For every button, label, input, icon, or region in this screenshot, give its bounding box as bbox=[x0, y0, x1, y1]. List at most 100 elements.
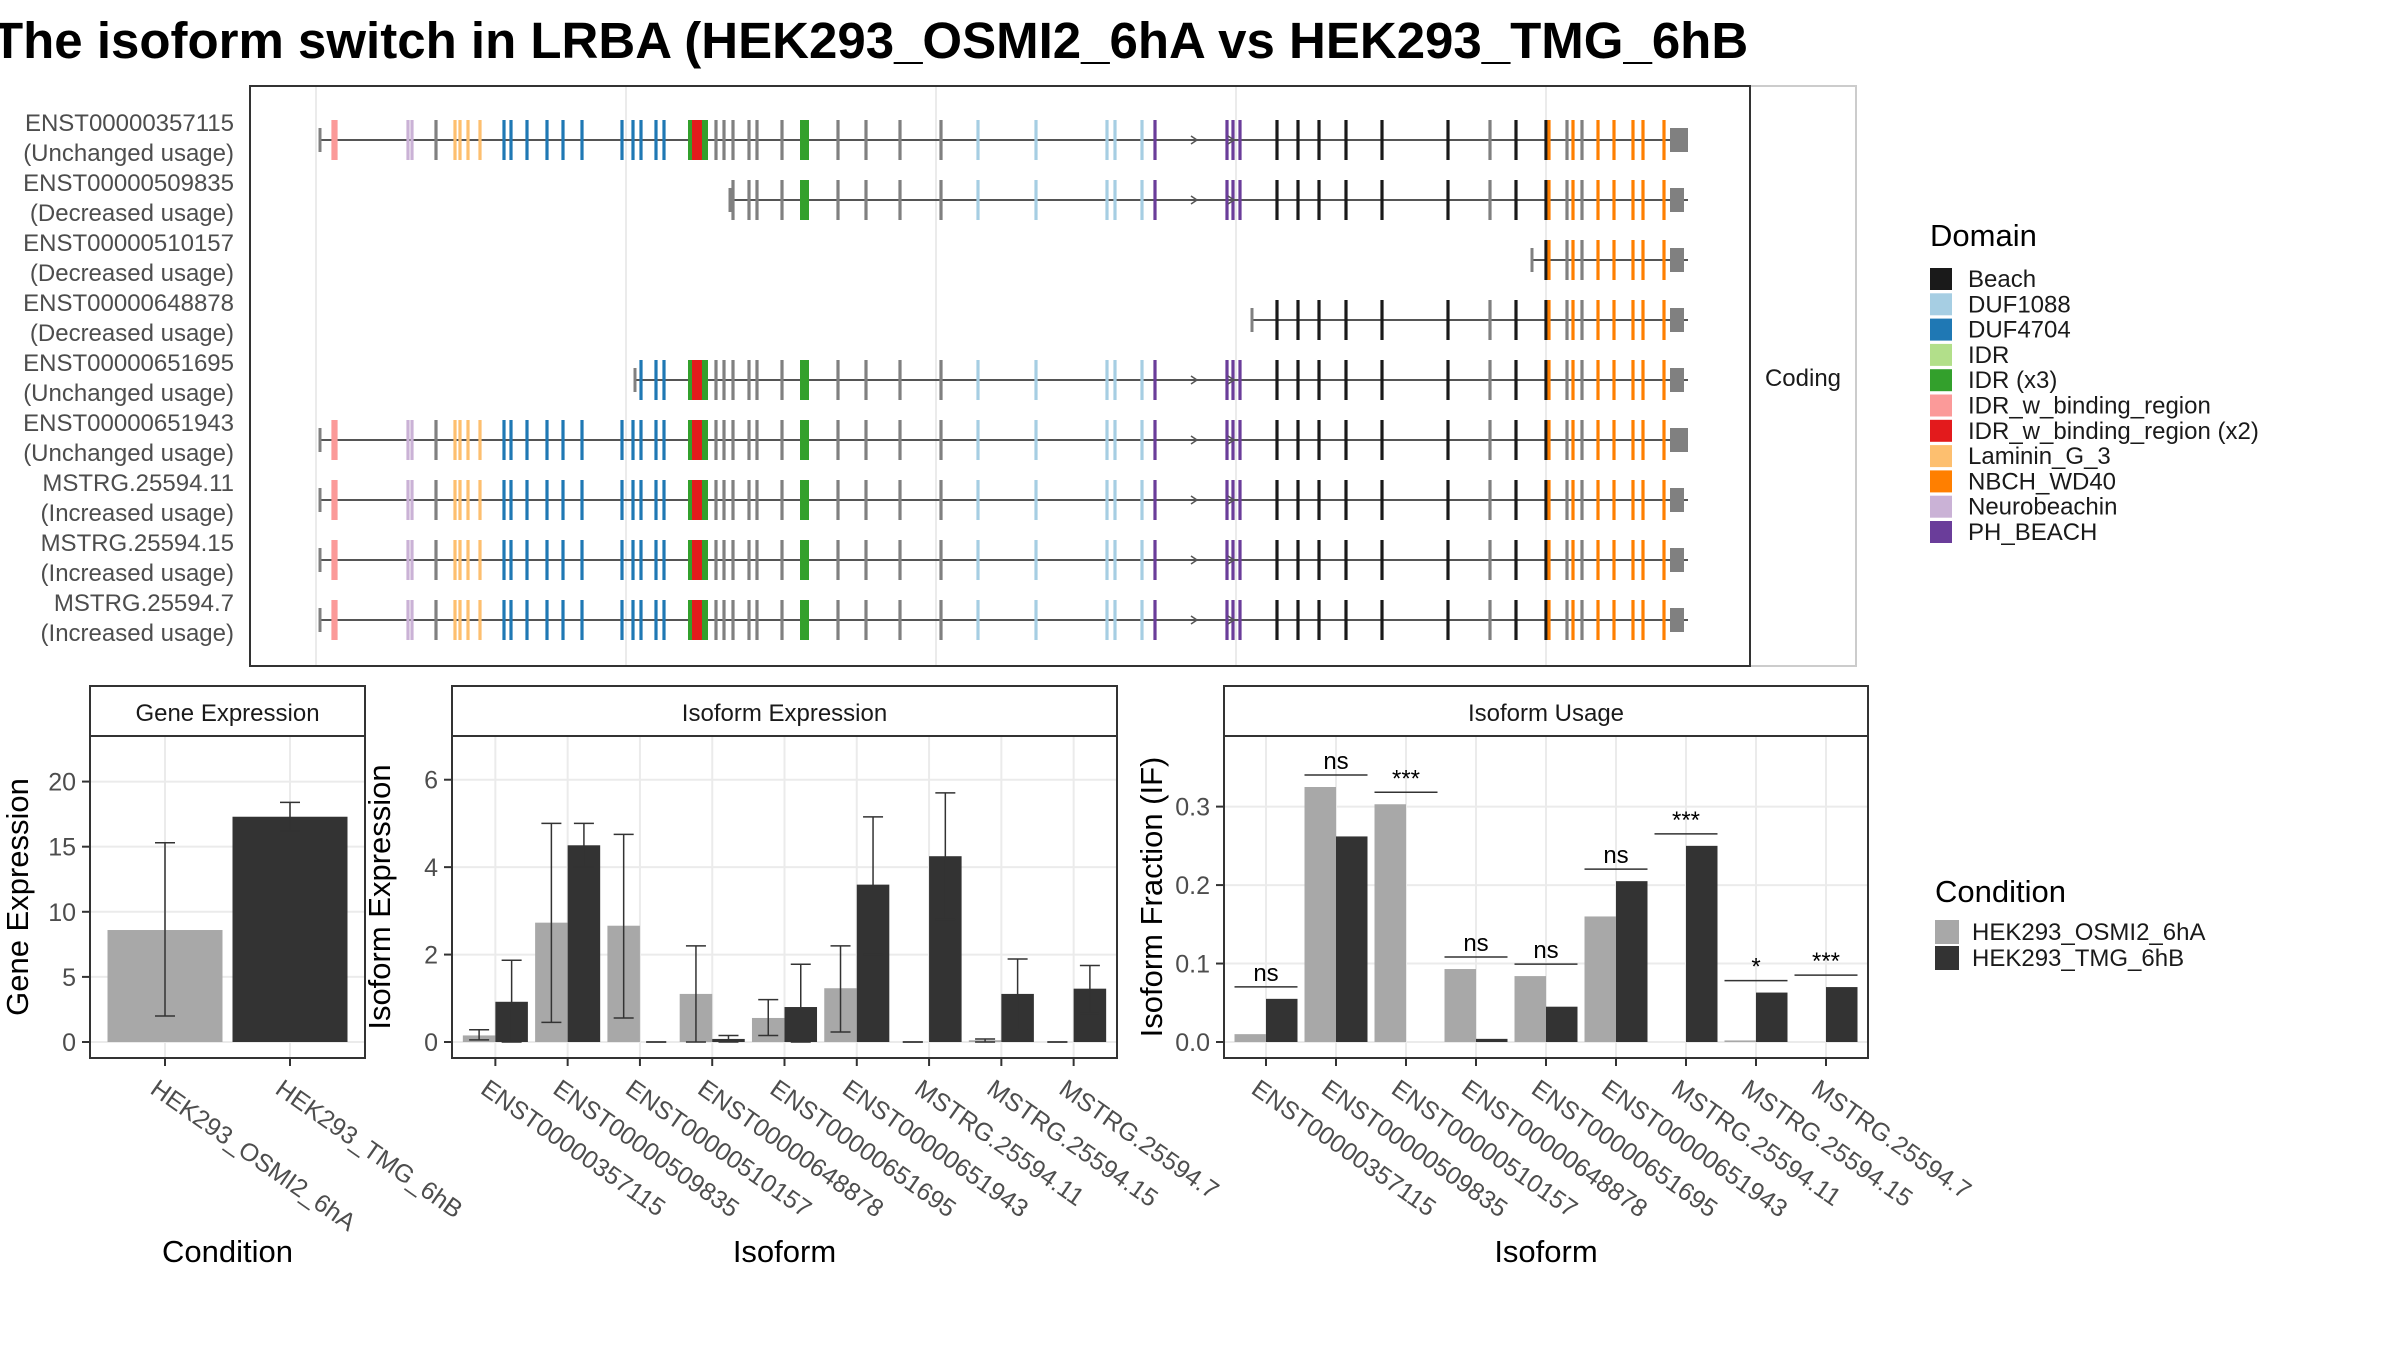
y-tick-label: 0 bbox=[62, 1029, 76, 1057]
exon-mark bbox=[466, 420, 470, 460]
exon-mark bbox=[836, 540, 840, 580]
exon-mark bbox=[976, 540, 980, 580]
utr-end-block bbox=[1670, 248, 1684, 272]
exon-mark bbox=[702, 120, 708, 160]
exon-mark bbox=[1317, 600, 1321, 640]
exon-mark bbox=[1238, 420, 1242, 460]
y-tick-label: 0.2 bbox=[1175, 872, 1210, 900]
transcript-id-label: MSTRG.25594.11 bbox=[42, 470, 234, 497]
exon-mark bbox=[1380, 360, 1384, 400]
exon-mark bbox=[1275, 600, 1279, 640]
transcript-id-label: ENST00000651943 bbox=[23, 410, 234, 437]
exon-mark bbox=[1547, 300, 1551, 340]
exon-mark bbox=[722, 600, 726, 640]
exon-mark bbox=[1580, 420, 1584, 460]
exon-mark bbox=[1544, 480, 1548, 520]
exon-mark bbox=[406, 420, 410, 460]
exon-mark bbox=[502, 540, 506, 580]
exon-mark bbox=[434, 600, 438, 640]
exon-mark bbox=[1565, 180, 1569, 220]
exon-mark bbox=[1631, 300, 1635, 340]
exon-mark bbox=[1105, 420, 1109, 460]
exon-mark bbox=[453, 420, 457, 460]
exon-mark bbox=[561, 480, 565, 520]
exon-mark bbox=[692, 600, 698, 640]
exon-mark bbox=[1446, 180, 1450, 220]
panel-strip bbox=[451, 685, 1118, 737]
exon-mark bbox=[1544, 120, 1548, 160]
exon-mark bbox=[502, 420, 506, 460]
exon-mark bbox=[1113, 180, 1117, 220]
exon-mark bbox=[1631, 600, 1635, 640]
exon-mark bbox=[731, 600, 735, 640]
exon-mark bbox=[780, 420, 784, 460]
exon-mark bbox=[1612, 420, 1616, 460]
exon-mark bbox=[1565, 600, 1569, 640]
exon-mark bbox=[1275, 300, 1279, 340]
strand-arrow bbox=[1190, 555, 1199, 565]
exon-mark bbox=[688, 480, 694, 520]
exon-mark bbox=[1596, 300, 1600, 340]
exon-mark bbox=[864, 420, 868, 460]
exon-mark bbox=[639, 600, 643, 640]
exon-mark bbox=[662, 480, 666, 520]
exon-mark bbox=[406, 540, 410, 580]
y-tick-label: 15 bbox=[48, 834, 76, 862]
exon-mark bbox=[1580, 480, 1584, 520]
exon-mark bbox=[1380, 540, 1384, 580]
exon-mark bbox=[478, 540, 482, 580]
exon-mark bbox=[525, 120, 529, 160]
significance-label: *** bbox=[1812, 948, 1840, 975]
strand-arrow bbox=[1227, 555, 1236, 565]
exon-mark bbox=[639, 360, 643, 400]
exon-mark bbox=[478, 480, 482, 520]
exon-mark bbox=[747, 180, 751, 220]
exon-mark bbox=[697, 360, 703, 400]
exon-mark bbox=[731, 540, 735, 580]
exon-mark bbox=[1631, 180, 1635, 220]
exon-mark bbox=[1275, 480, 1279, 520]
exon-mark bbox=[697, 120, 703, 160]
domain-legend-key bbox=[1930, 470, 1952, 493]
exon-mark bbox=[1514, 300, 1518, 340]
exon-mark bbox=[1565, 120, 1569, 160]
exon-mark bbox=[1488, 180, 1492, 220]
exon-mark bbox=[722, 480, 726, 520]
domain-legend-label: Beach bbox=[1968, 266, 2036, 293]
exon-mark bbox=[836, 600, 840, 640]
exon-mark bbox=[545, 120, 549, 160]
exon-mark bbox=[331, 540, 335, 580]
exon-mark bbox=[331, 480, 335, 520]
exon-mark bbox=[1571, 300, 1575, 340]
exon-mark bbox=[1544, 300, 1548, 340]
exon-mark bbox=[1446, 360, 1450, 400]
x-axis-title: Isoform bbox=[1494, 1234, 1597, 1269]
utr-end-block bbox=[1670, 428, 1688, 452]
exon-mark bbox=[755, 360, 759, 400]
exon-mark bbox=[1344, 180, 1348, 220]
strand-arrow bbox=[1190, 135, 1199, 145]
exon-mark bbox=[692, 480, 698, 520]
exon-mark bbox=[1034, 420, 1038, 460]
strand-arrow bbox=[1227, 195, 1236, 205]
domain-legend-key bbox=[1930, 394, 1952, 417]
exon-mark bbox=[939, 600, 943, 640]
exon-mark bbox=[702, 420, 708, 460]
y-tick-label: 2 bbox=[424, 942, 438, 970]
exon-mark bbox=[1344, 540, 1348, 580]
condition-legend-key bbox=[1935, 946, 1959, 970]
exon-mark bbox=[620, 540, 624, 580]
bar bbox=[1304, 787, 1336, 1042]
condition-legend-key bbox=[1935, 920, 1959, 944]
exon-mark bbox=[1631, 120, 1635, 160]
exon-mark bbox=[1565, 420, 1569, 460]
transcript-usage-label: (Decreased usage) bbox=[30, 260, 234, 287]
domain-legend-label: DUF4704 bbox=[1968, 317, 2071, 344]
exon-mark bbox=[803, 480, 809, 520]
exon-mark bbox=[803, 120, 809, 160]
exon-mark bbox=[731, 180, 735, 220]
exon-mark bbox=[697, 540, 703, 580]
exon-mark bbox=[1153, 360, 1157, 400]
exon-mark bbox=[864, 360, 868, 400]
